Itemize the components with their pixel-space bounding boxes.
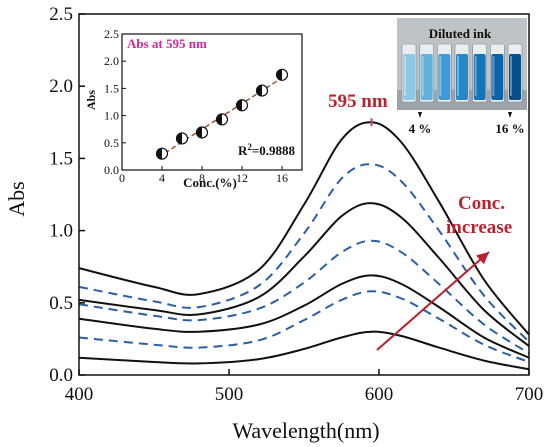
inset-point-fill [156, 148, 162, 160]
inset-point-4 [215, 113, 229, 126]
inset-point-fill [196, 126, 202, 138]
vial-ink [438, 54, 451, 100]
inset-plot: 0 4 8 12 16 0.0 0.5 1.0 1.5 2.0 2.5 [104, 27, 303, 185]
vial-3 [437, 43, 452, 103]
inset-y-tick-label-0.0: 0.0 [104, 163, 119, 177]
x-tick-label-400: 400 [65, 384, 94, 405]
y-tick-label-2.0: 2.0 [49, 76, 73, 97]
inset-point-fill [216, 113, 222, 125]
vial-ink [491, 54, 504, 100]
inset-ylabel: Abs [84, 90, 98, 110]
x-axis-title: Wavelength(nm) [232, 418, 379, 443]
vial-highlight [474, 56, 477, 96]
y-tick-label-1.5: 1.5 [49, 148, 73, 169]
vial-highlight [439, 56, 442, 96]
inset-point-5 [235, 99, 249, 112]
plot-frame [78, 13, 530, 376]
photo-left-arrow [418, 112, 422, 118]
inset-point-3 [195, 126, 209, 139]
peak-label: 595 nm [328, 91, 388, 112]
inset-point-6 [255, 84, 269, 97]
x-tick-label-700: 700 [515, 384, 544, 405]
vial-2 [419, 43, 434, 103]
main-axes: 400 500 600 700 0.0 0.5 1.0 1.5 2.0 2.5 [49, 4, 543, 405]
spectrum-curve-2 [78, 290, 530, 363]
inset-point-fill [276, 69, 282, 81]
vial-ink [403, 54, 415, 100]
annotation-line1: Conc. [458, 193, 505, 214]
spectrum-curve-7 [78, 121, 530, 336]
spectra-curves [78, 121, 530, 371]
inset-point-fill [176, 132, 182, 144]
inset-x-tick-label-12: 12 [236, 171, 248, 185]
vial-5 [472, 43, 487, 103]
vial-ink [420, 54, 433, 100]
spectrum-curve-5 [78, 202, 530, 347]
vial-highlight [457, 56, 459, 96]
y-tick-label-0.5: 0.5 [49, 293, 73, 314]
spectrum-curve-4 [78, 239, 530, 355]
inset-y-tick-label-2.5: 2.5 [104, 27, 119, 41]
vial-6 [490, 43, 505, 103]
vial-ink [456, 54, 468, 100]
annotation-line2: increase [446, 217, 512, 238]
x-tick-label-500: 500 [215, 384, 244, 405]
inset-r2: R2=0.9888 [238, 142, 296, 158]
vial-4 [454, 43, 470, 103]
vial-highlight [404, 56, 406, 96]
y-tick-label-0.0: 0.0 [49, 365, 73, 386]
trend-arrow-line [376, 251, 490, 351]
photo-title: Diluted ink [429, 26, 492, 41]
inset-point-fill [236, 99, 242, 111]
inset-title: Abs at 595 nm [127, 36, 207, 51]
vial-highlight [492, 56, 495, 96]
inset-point-7 [275, 68, 289, 81]
vial-7 [507, 43, 523, 103]
spectrum-curve-6 [78, 163, 530, 343]
ink-vial-photo [397, 18, 527, 118]
vial-highlight [510, 56, 512, 96]
inset-r2-value: =0.9888 [252, 143, 296, 158]
inset-x-tick-label-0: 0 [119, 171, 125, 185]
inset-r2-prefix: R [238, 143, 248, 158]
vial-highlight [421, 56, 424, 96]
photo-right-label: 16 % [495, 121, 524, 136]
inset-r2-sup: 2 [247, 142, 252, 152]
x-tick-label-600: 600 [365, 384, 394, 405]
inset-x-tick-label-8: 8 [199, 171, 205, 185]
vial-1 [401, 43, 417, 103]
spectrum-curve-1 [78, 330, 530, 371]
inset-xlabel: Conc.(%) [183, 175, 237, 190]
inset-x-tick-label-16: 16 [276, 171, 288, 185]
inset-x-tick-label-4: 4 [159, 171, 165, 185]
inset-point-1 [155, 147, 169, 160]
y-axis-title: Abs [4, 181, 29, 216]
inset-point-fill [256, 85, 262, 97]
inset-y-tick-label-2.0: 2.0 [104, 54, 119, 68]
inset-y-tick-label-0.5: 0.5 [104, 136, 119, 150]
vial-ink [473, 54, 486, 100]
inset-y-tick-label-1.0: 1.0 [104, 109, 119, 123]
inset-y-tick-label-1.5: 1.5 [104, 81, 119, 95]
spectrum-curve-3 [78, 274, 530, 359]
vial-ink [509, 54, 521, 100]
inset-point-2 [175, 132, 189, 145]
photo-right-arrow [508, 112, 512, 118]
y-tick-label-1.0: 1.0 [49, 221, 73, 242]
y-tick-label-2.5: 2.5 [49, 4, 73, 25]
inset-frame [121, 33, 303, 171]
photo-left-label: 4 % [409, 121, 432, 136]
concentration-arrow [376, 251, 490, 351]
